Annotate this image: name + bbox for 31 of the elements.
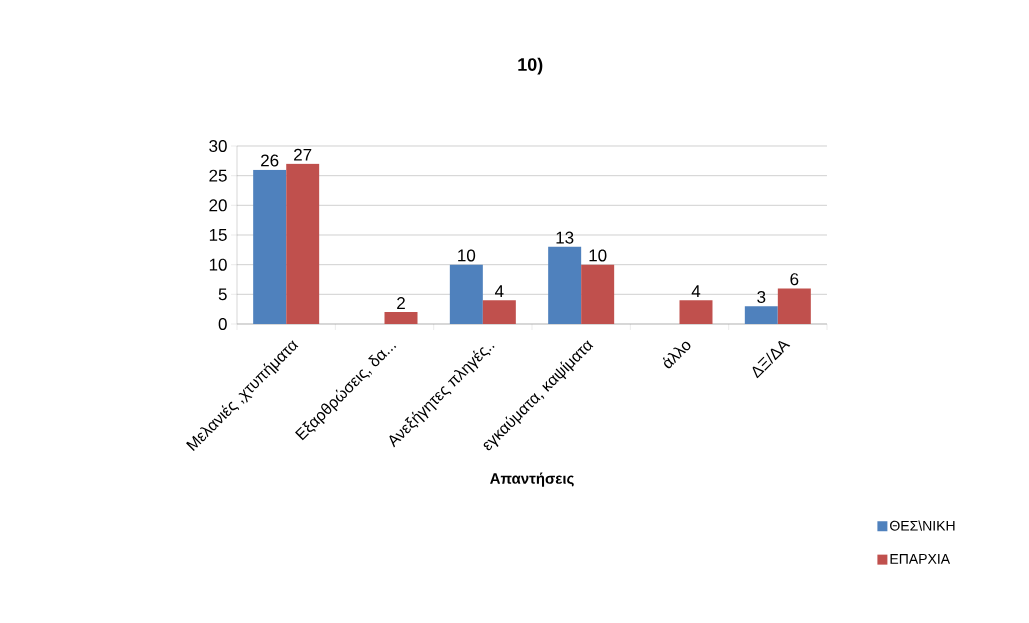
bar	[679, 300, 713, 324]
bar	[581, 264, 615, 324]
y-tick-label: 5	[218, 288, 227, 301]
chart-title: 10)	[518, 57, 543, 75]
bar	[744, 306, 778, 324]
y-tick-label: 25	[209, 169, 227, 182]
data-label: 4	[691, 285, 701, 298]
bar	[548, 246, 582, 324]
data-label: 10	[458, 249, 476, 262]
y-tick-label: 20	[209, 199, 227, 212]
bar	[253, 169, 287, 324]
bar	[384, 312, 418, 324]
data-label: 4	[495, 285, 504, 298]
bar	[777, 288, 811, 324]
data-label: 2	[397, 297, 405, 309]
y-tick-label: 15	[209, 229, 227, 241]
y-tick-label: 0	[218, 317, 227, 331]
bar	[286, 163, 320, 324]
legend-label: ΕΠΑΡΧΙΑ	[890, 554, 951, 564]
x-axis-title: Απαντήσεις	[490, 472, 574, 487]
data-label: 13	[556, 231, 574, 244]
data-label: 27	[294, 148, 312, 161]
data-label: 6	[790, 273, 799, 286]
legend-label: ΘΕΣ\ΝΙΚΗ	[890, 520, 955, 531]
bar	[482, 300, 516, 324]
data-label: 3	[757, 290, 766, 303]
y-tick-label: 30	[209, 139, 227, 153]
data-label: 26	[261, 154, 279, 167]
data-label: 10	[589, 249, 607, 262]
y-tick-label: 10	[209, 258, 227, 271]
bar	[449, 264, 483, 324]
